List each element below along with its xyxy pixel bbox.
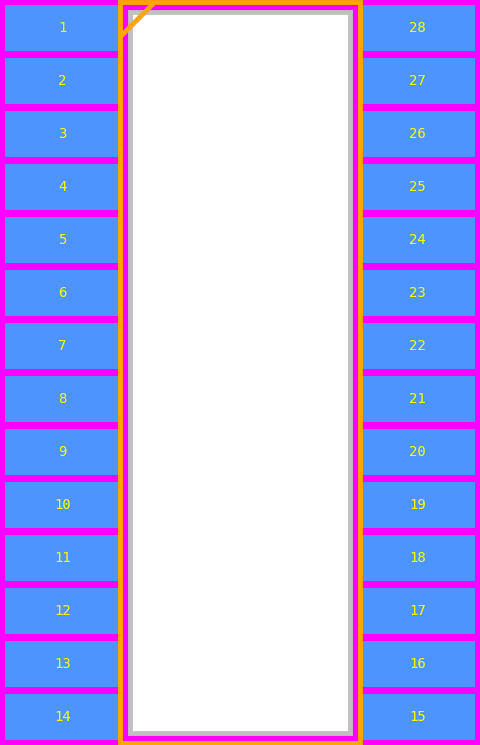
Bar (360, 270, 475, 316)
Text: 25: 25 (409, 180, 426, 194)
Text: 22: 22 (409, 339, 426, 353)
Bar (360, 111, 475, 157)
Text: 20: 20 (409, 445, 426, 459)
Text: 13: 13 (54, 657, 71, 671)
Bar (360, 535, 475, 581)
Text: 12: 12 (54, 604, 71, 618)
Bar (360, 58, 475, 104)
Bar (5, 111, 120, 157)
Bar (5, 164, 120, 210)
Text: 23: 23 (409, 286, 426, 300)
Text: 18: 18 (409, 551, 426, 565)
Bar (130, 12, 350, 733)
Bar (360, 429, 475, 475)
Bar (360, 376, 475, 422)
Text: 3: 3 (58, 127, 67, 141)
Text: 17: 17 (409, 604, 426, 618)
Text: 4: 4 (58, 180, 67, 194)
Text: 6: 6 (58, 286, 67, 300)
Bar (360, 588, 475, 634)
Bar (5, 694, 120, 740)
Bar (360, 5, 475, 51)
Bar (5, 482, 120, 528)
Bar (5, 270, 120, 316)
Text: 21: 21 (409, 392, 426, 406)
Text: 9: 9 (58, 445, 67, 459)
Text: 7: 7 (58, 339, 67, 353)
Text: 26: 26 (409, 127, 426, 141)
Text: 24: 24 (409, 233, 426, 247)
Bar (360, 482, 475, 528)
Bar (360, 694, 475, 740)
Bar (5, 58, 120, 104)
Bar (5, 323, 120, 369)
Bar (5, 376, 120, 422)
Bar (5, 535, 120, 581)
Bar (5, 588, 120, 634)
Text: 14: 14 (54, 710, 71, 724)
Bar (360, 323, 475, 369)
Text: 10: 10 (54, 498, 71, 512)
Bar (360, 164, 475, 210)
Text: 19: 19 (409, 498, 426, 512)
Text: 15: 15 (409, 710, 426, 724)
Text: 8: 8 (58, 392, 67, 406)
Bar (5, 429, 120, 475)
Bar (120, 2, 360, 743)
Text: 5: 5 (58, 233, 67, 247)
Text: 27: 27 (409, 74, 426, 88)
Text: 2: 2 (58, 74, 67, 88)
Bar (5, 217, 120, 263)
Text: 11: 11 (54, 551, 71, 565)
Text: 28: 28 (409, 21, 426, 35)
Text: 1: 1 (58, 21, 67, 35)
Text: 16: 16 (409, 657, 426, 671)
Bar (360, 217, 475, 263)
Bar (360, 641, 475, 687)
Bar (5, 5, 120, 51)
Bar (5, 641, 120, 687)
